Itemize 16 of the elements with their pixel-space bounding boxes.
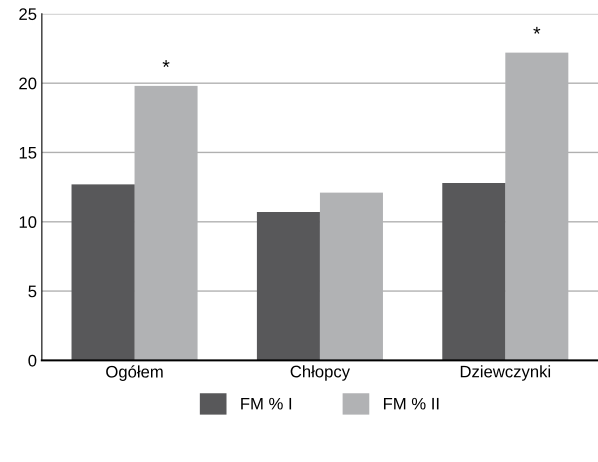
bar [442, 182, 506, 360]
y-tick-label: 0 [28, 354, 36, 367]
annotation: * [533, 26, 540, 34]
annotation: * [162, 60, 170, 68]
bar [72, 184, 135, 360]
legend-label: FM % I [241, 398, 292, 410]
y-tick-label: 25 [19, 8, 36, 20]
x-tick-label: Dziewczynki [460, 365, 550, 381]
x-tick-label: Chłopcy [290, 365, 350, 381]
bar [256, 212, 320, 360]
x-tick-label: Ogółem [106, 365, 163, 381]
y-tick-label: 20 [19, 78, 36, 90]
y-tick-label: 10 [20, 216, 36, 228]
y-tick-label: 5 [28, 286, 36, 298]
legend-label: FM % II [384, 398, 438, 410]
y-tick-label: 15 [20, 147, 36, 159]
